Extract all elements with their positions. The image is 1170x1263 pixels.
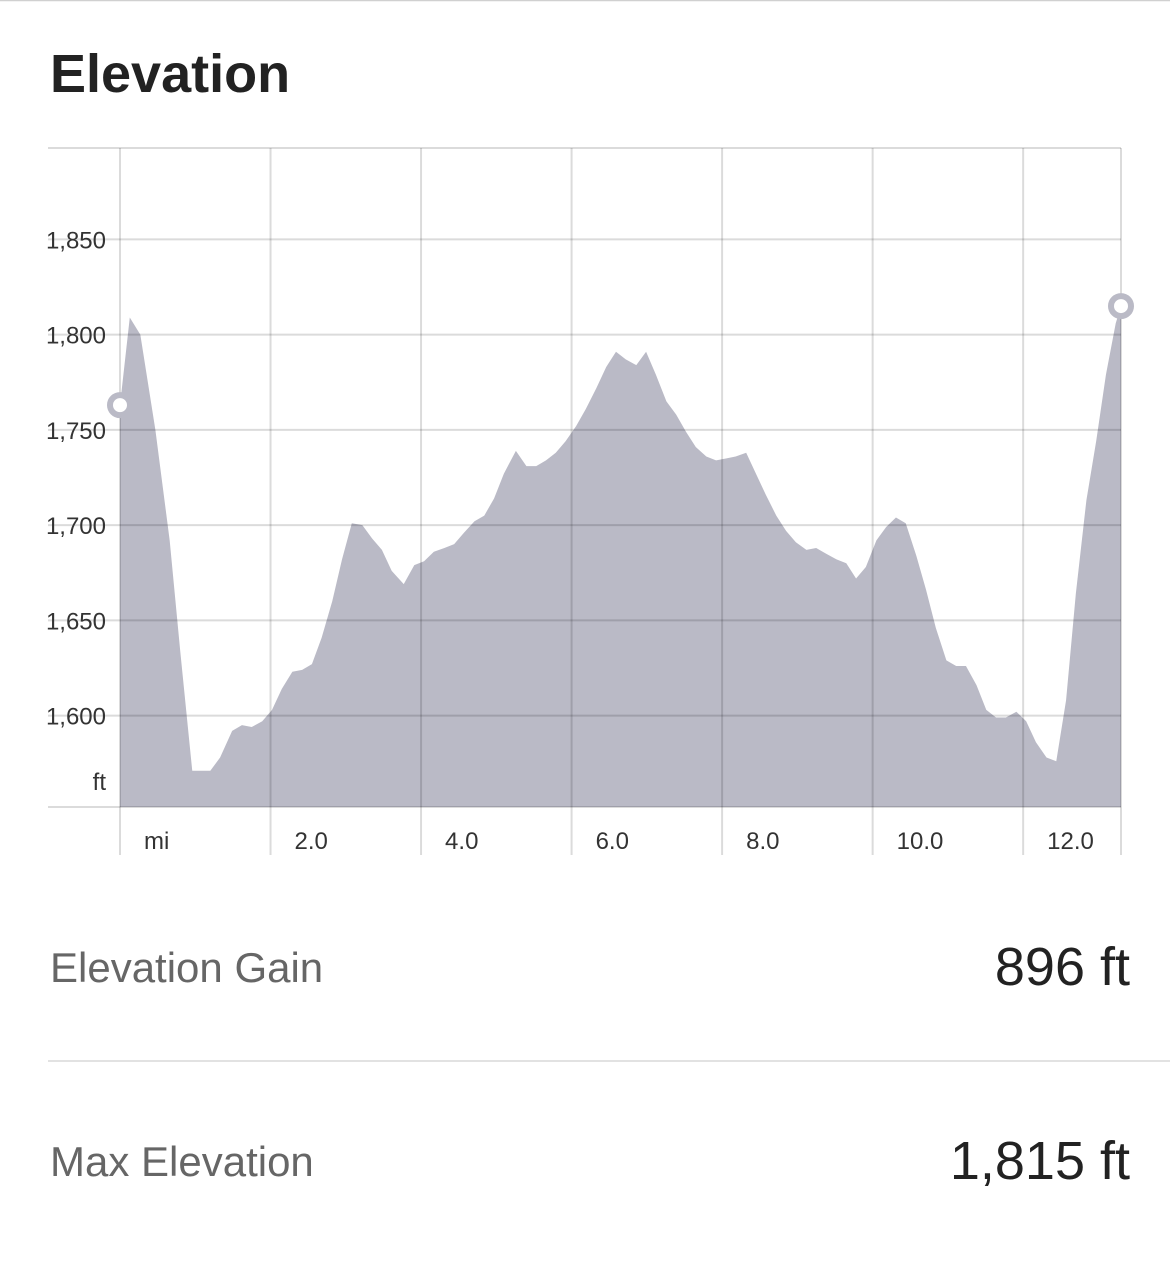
- y-tick-label: 1,700: [46, 513, 106, 540]
- y-tick-label: 1,600: [46, 704, 106, 731]
- endpoint-marker: [1108, 293, 1134, 320]
- endpoint-marker: [107, 392, 133, 419]
- stat-value: 896 ft: [995, 937, 1130, 997]
- stat-label: Max Elevation: [50, 1138, 314, 1185]
- y-tick-label: 1,800: [46, 323, 106, 350]
- x-tick-label: 10.0: [897, 828, 944, 855]
- stat-label: Elevation Gain: [50, 944, 323, 991]
- elevation-chart: 1,600 1,650 1,700 1,750 1,800 1,850 ft mi 2.0 4.0…: [46, 147, 1134, 855]
- y-tick-label: 1,750: [46, 418, 106, 445]
- x-tick-label: 4.0: [445, 828, 478, 855]
- stat-value: 1,815 ft: [950, 1131, 1130, 1191]
- section-title: Elevation: [50, 44, 290, 104]
- x-tick-label: mi: [144, 828, 169, 855]
- elevation-area: [120, 306, 1121, 807]
- x-tick-label: 6.0: [596, 828, 629, 855]
- x-tick-label: 8.0: [746, 828, 779, 855]
- y-unit-label: ft: [93, 769, 107, 796]
- y-tick-label: 1,850: [46, 227, 106, 254]
- x-tick-label: 12.0: [1047, 828, 1094, 855]
- y-tick-label: 1,650: [46, 608, 106, 635]
- x-tick-label: 2.0: [295, 828, 328, 855]
